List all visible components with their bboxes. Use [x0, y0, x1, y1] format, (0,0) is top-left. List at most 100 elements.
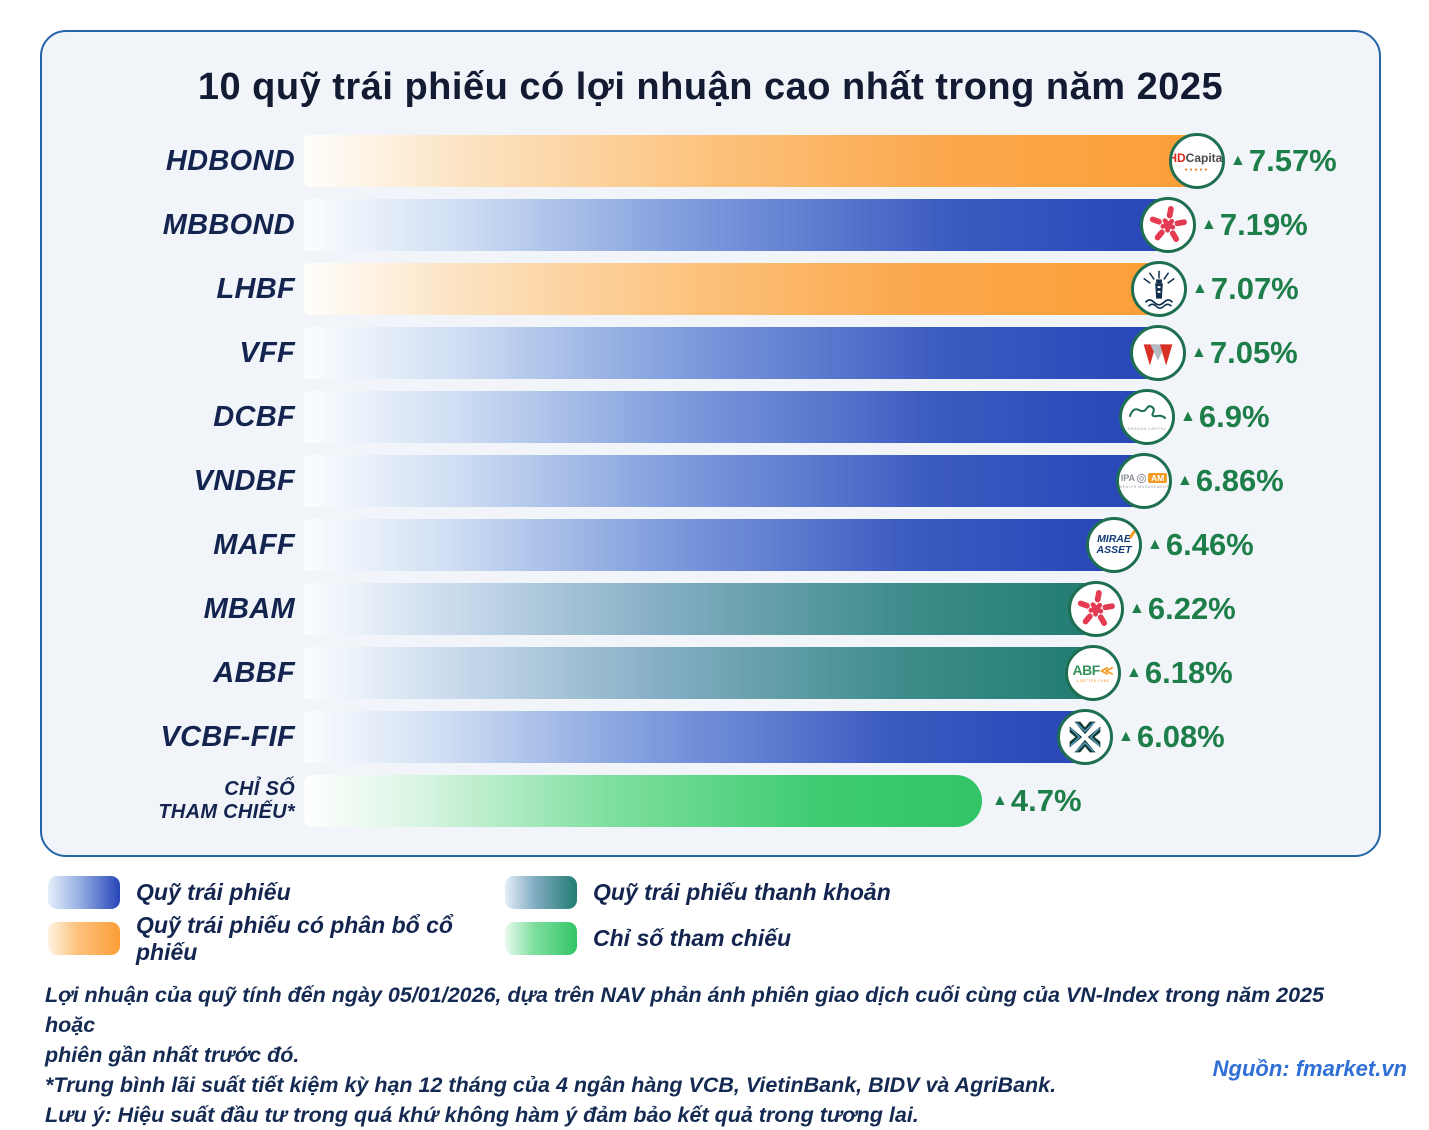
mb-star-logo [1077, 590, 1115, 626]
vinafund-logo [1130, 325, 1186, 381]
row-label: MBAM [203, 592, 295, 625]
bar-track: ▲ 7.19% [304, 193, 1379, 257]
chart-card: 10 quỹ trái phiếu có lợi nhuận cao nhất … [40, 30, 1381, 857]
vinafund-logo [1143, 344, 1173, 366]
row-label: HDBOND [165, 144, 295, 177]
chart-row: ABBF ABF≪ A BETTER FUND ▲ 6.18% [42, 641, 1379, 705]
bar [304, 135, 1197, 187]
legend: Quỹ trái phiếu Quỹ trái phiếu thanh khoản… [48, 876, 891, 965]
footnote-line: Lợi nhuận của quỹ tính đến ngày 05/01/20… [45, 983, 1324, 1037]
value-label: ▲ 7.05% [1191, 335, 1298, 370]
bar [304, 391, 1147, 443]
value-label: ▲ 4.7% [992, 783, 1082, 818]
value-label: ▲ 6.18% [1126, 655, 1233, 690]
up-triangle-icon: ▲ [1126, 664, 1142, 681]
ipaam-logo: IPA AM WEALTH MANAGEMENT [1119, 472, 1169, 489]
chart-row: VCBF-FIF ▲ 6.08% [42, 705, 1379, 769]
dragon-capital-logo: DRAGON CAPITAL [1126, 402, 1168, 432]
legend-swatch-bond-equity [48, 922, 120, 955]
bar [304, 199, 1168, 251]
mirae-asset-logo: MIRAE ASSET [1086, 517, 1142, 573]
bar [304, 455, 1144, 507]
chart-row: VNDBF IPA AM WEALTH MANAGEMENT ▲ 6.86% [42, 449, 1379, 513]
bar-track: ▲ 7.05% [304, 321, 1379, 385]
bar-track: DRAGON CAPITAL ▲ 6.9% [304, 385, 1379, 449]
vcbf-logo [1057, 709, 1113, 765]
lighthouse-logo [1143, 270, 1175, 309]
hdcapital-dots: ●●●●● [1184, 166, 1210, 173]
bar-track: ABF≪ A BETTER FUND ▲ 6.18% [304, 641, 1379, 705]
chart-row: LHBF ▲ 7.07% [42, 257, 1379, 321]
dragon-capital-logo: DRAGON CAPITAL [1119, 389, 1175, 445]
mb-star-logo [1068, 581, 1124, 637]
value-label: ▲ 6.46% [1147, 527, 1254, 562]
mb-star-logo [1140, 197, 1196, 253]
bar-track: ▲ 7.07% [304, 257, 1379, 321]
legend-swatch-liquid [505, 876, 577, 909]
row-label: MAFF [213, 528, 295, 561]
row-label: ABBF [213, 656, 295, 689]
up-triangle-icon: ▲ [1147, 536, 1163, 553]
bar-track: HDCapital ●●●●● ▲ 7.57% [304, 129, 1379, 193]
up-triangle-icon: ▲ [1230, 152, 1246, 169]
bar-track: ▲ 4.7% [304, 769, 1379, 833]
bar [304, 263, 1159, 315]
chart-row: HDBOND HDCapital ●●●●● ▲ 7.57% [42, 129, 1379, 193]
legend-item-bond: Quỹ trái phiếu [48, 876, 505, 909]
up-triangle-icon: ▲ [992, 792, 1008, 809]
legend-item-liquid: Quỹ trái phiếu thanh khoản [505, 876, 891, 909]
bar-track: ▲ 6.08% [304, 705, 1379, 769]
bar [304, 519, 1114, 571]
value-label: ▲ 6.86% [1177, 463, 1284, 498]
chart-row: DCBF DRAGON CAPITAL ▲ 6.9% [42, 385, 1379, 449]
row-label: VFF [239, 336, 295, 369]
chart-row: MBBOND ▲ 7.19% [42, 193, 1379, 257]
up-triangle-icon: ▲ [1180, 408, 1196, 425]
bar [304, 711, 1085, 763]
value-label: ▲ 6.9% [1180, 399, 1270, 434]
hdcapital-logo: HDCapital ●●●●● [1169, 133, 1225, 189]
ipaam-rings-icon [1136, 473, 1147, 483]
value-label: ▲ 6.22% [1129, 591, 1236, 626]
value-label: ▲ 6.08% [1118, 719, 1225, 754]
row-label: LHBF [216, 272, 295, 305]
abf-logo: ABF≪ A BETTER FUND [1072, 661, 1114, 683]
up-triangle-icon: ▲ [1201, 216, 1217, 233]
bar [304, 327, 1158, 379]
mirae-asset-logo: MIRAE ASSET [1096, 526, 1138, 556]
vcbf-logo [1069, 721, 1101, 753]
bar [304, 647, 1093, 699]
bar [304, 583, 1096, 635]
legend-swatch-bond [48, 876, 120, 909]
row-label: VNDBF [193, 464, 295, 497]
up-triangle-icon: ▲ [1192, 280, 1208, 297]
footnote-line: *Trung bình lãi suất tiết kiệm kỳ hạn 12… [45, 1073, 1057, 1097]
chart-row: MBAM ▲ 6.22% [42, 577, 1379, 641]
mb-star-logo [1149, 206, 1187, 242]
bar-track: ▲ 6.22% [304, 577, 1379, 641]
chart-row: CHỈ SỐ THAM CHIẾU* ▲ 4.7% [42, 769, 1379, 833]
up-triangle-icon: ▲ [1177, 472, 1193, 489]
row-label: VCBF-FIF [160, 720, 295, 753]
footnote-line: phiên gần nhất trước đó. [45, 1043, 300, 1067]
source-link: Nguồn: fmarket.vn [1212, 1056, 1407, 1081]
bar-rows: HDBOND HDCapital ●●●●● ▲ 7.57% MBBOND ▲ 7.19% LH… [42, 129, 1379, 833]
abf-logo: ABF≪ A BETTER FUND [1065, 645, 1121, 701]
bar-track: MIRAE ASSET ▲ 6.46% [304, 513, 1379, 577]
row-label: MBBOND [162, 208, 295, 241]
row-label: CHỈ SỐ THAM CHIẾU* [158, 778, 295, 823]
row-label: DCBF [213, 400, 295, 433]
lighthouse-logo [1131, 261, 1187, 317]
chart-row: VFF ▲ 7.05% [42, 321, 1379, 385]
legend-item-bond-equity: Quỹ trái phiếu có phân bổ cổ phiếu [48, 912, 505, 965]
value-label: ▲ 7.57% [1230, 143, 1337, 178]
up-triangle-icon: ▲ [1129, 600, 1145, 617]
up-triangle-icon: ▲ [1118, 728, 1134, 745]
ipaam-logo: IPA AM WEALTH MANAGEMENT [1116, 453, 1172, 509]
bar-track: IPA AM WEALTH MANAGEMENT ▲ 6.86% [304, 449, 1379, 513]
legend-swatch-reference [505, 922, 577, 955]
footnotes: Lợi nhuận của quỹ tính đến ngày 05/01/20… [45, 980, 1375, 1130]
chart-row: MAFF MIRAE ASSET ▲ 6.46% [42, 513, 1379, 577]
chart-title: 10 quỹ trái phiếu có lợi nhuận cao nhất … [197, 66, 1224, 108]
value-label: ▲ 7.07% [1192, 271, 1299, 306]
